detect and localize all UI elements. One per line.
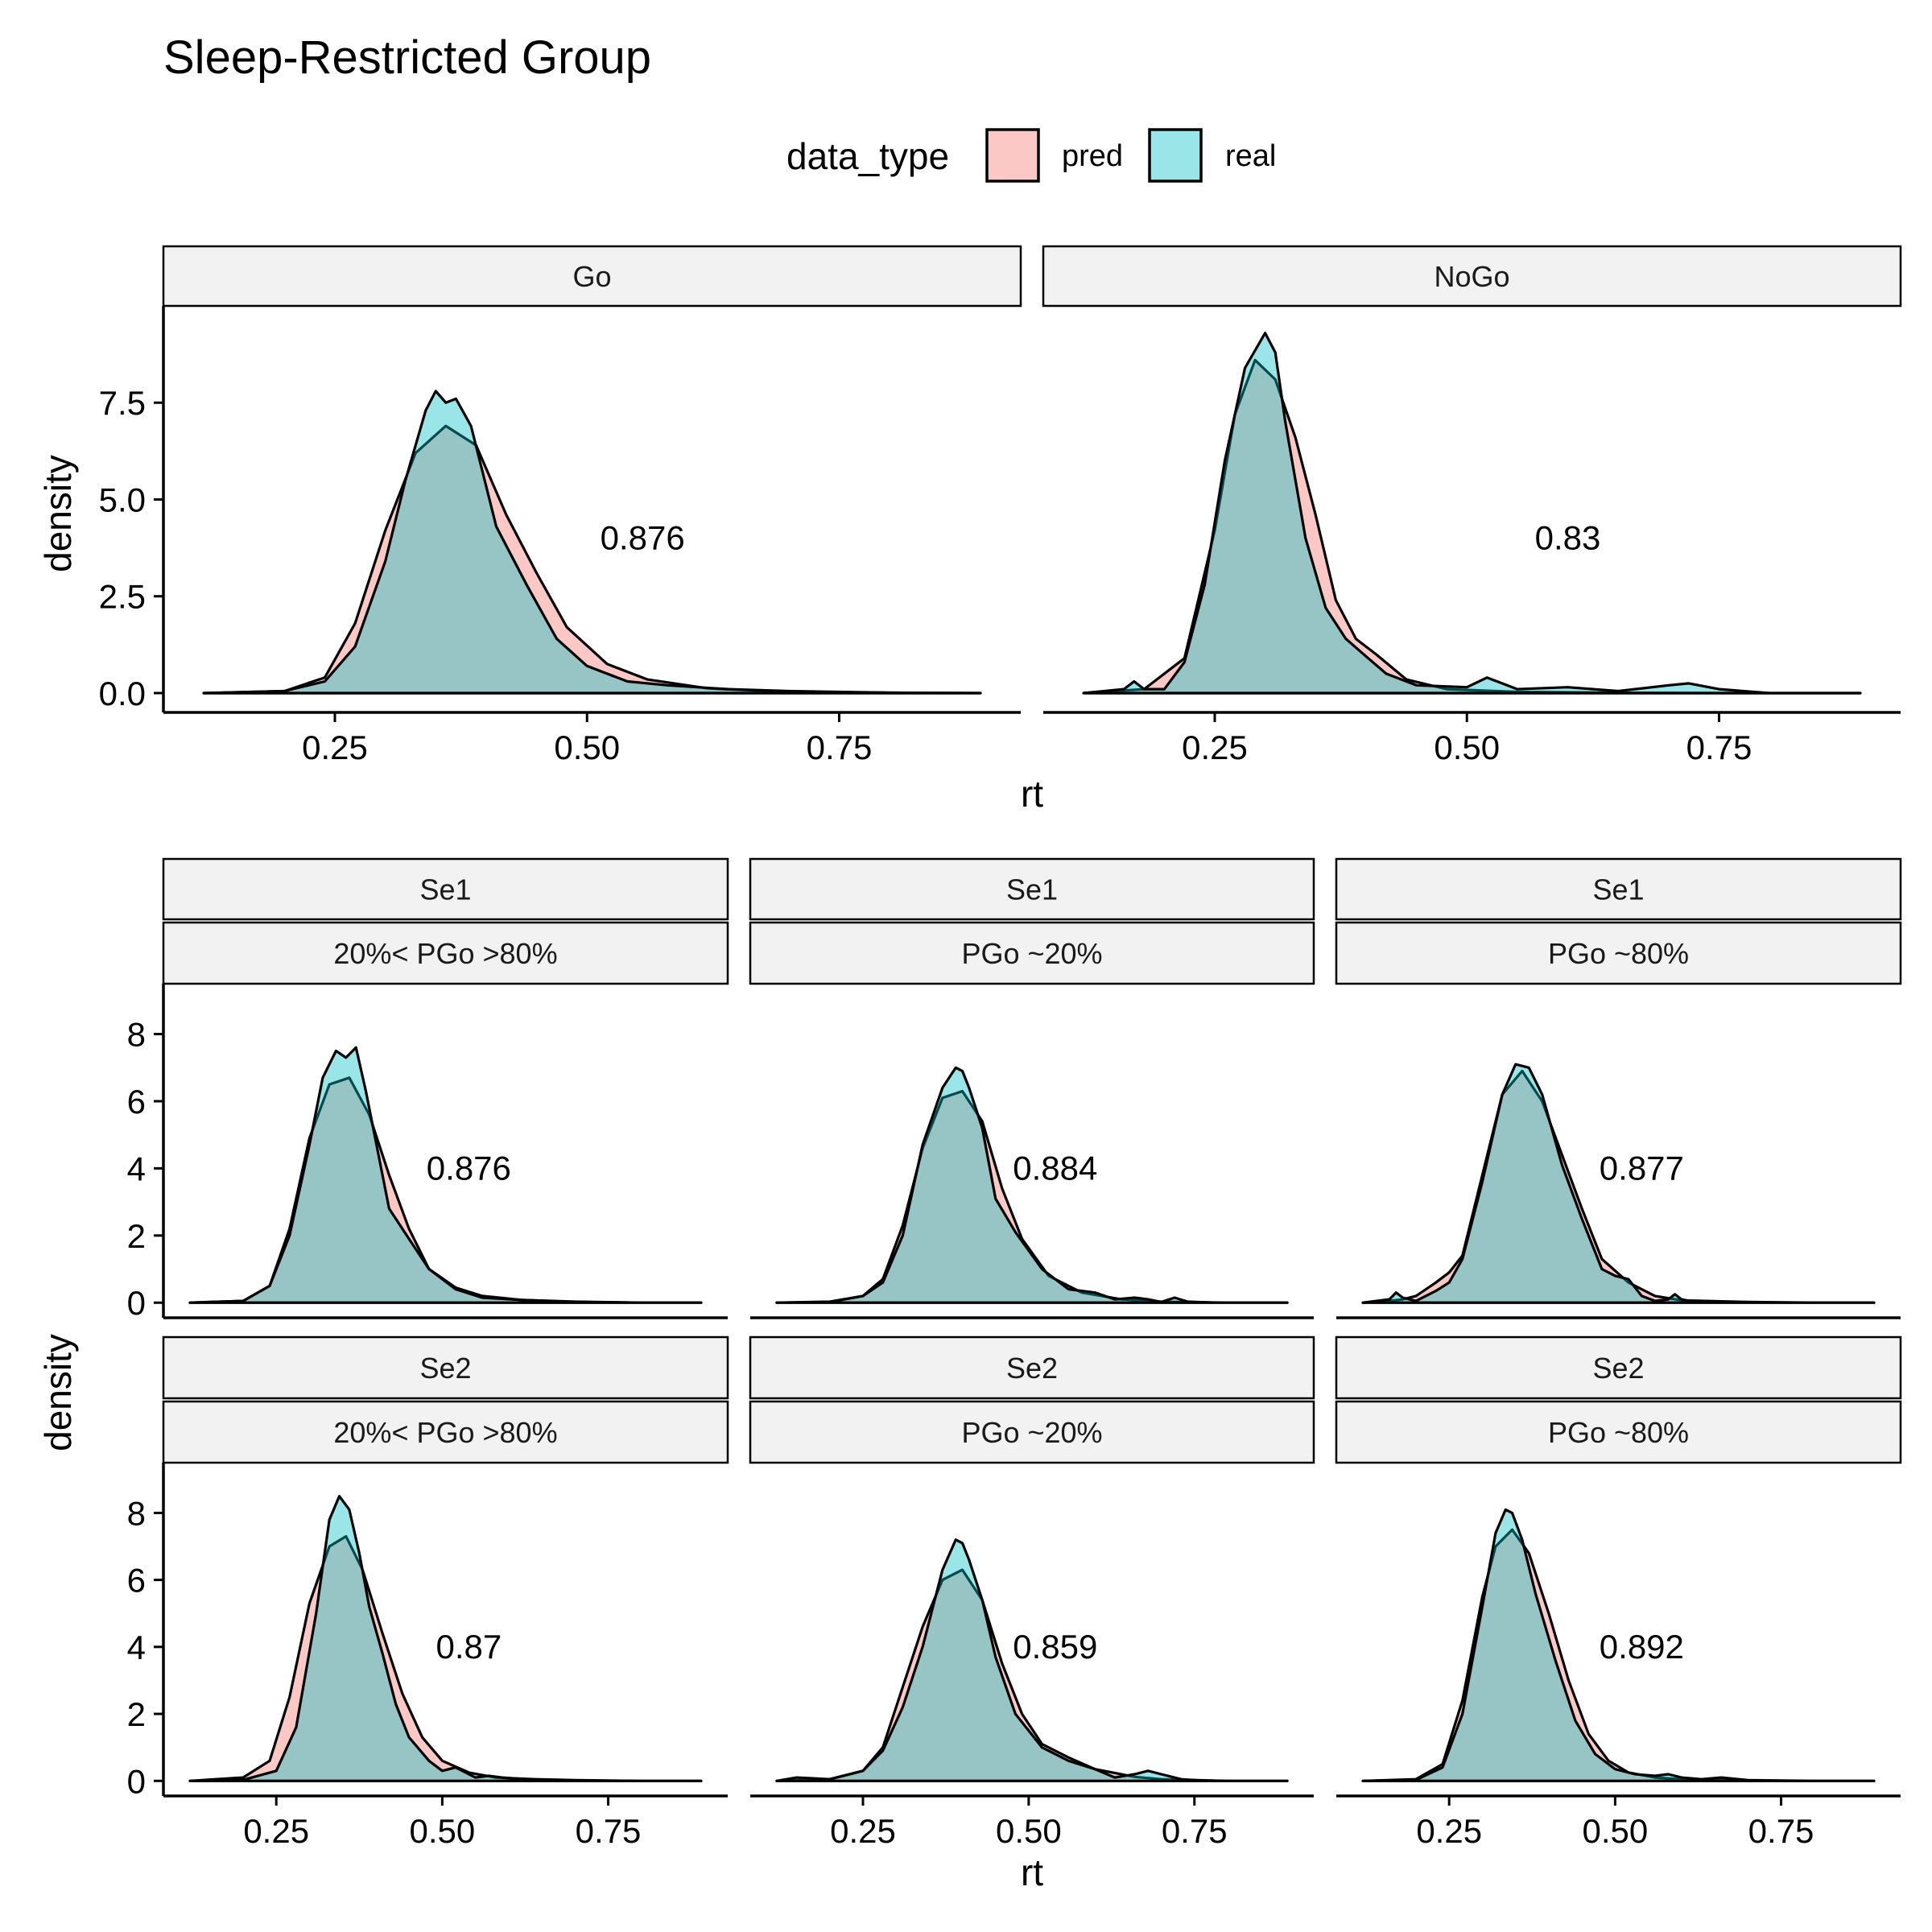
- density-area-real-se2-pgo-20: [775, 1538, 1289, 1782]
- legend: data_type pred real: [786, 128, 1276, 183]
- strip-box-se2-20-pgo-80-0: [162, 1335, 729, 1400]
- fit-annotation-se2-pgo-80: 0.892: [1600, 1628, 1684, 1666]
- fit-annotation-se2-20-pgo-80: 0.87: [436, 1628, 502, 1666]
- strip-box-se2-pgo-20-1: [749, 1400, 1315, 1464]
- strip-label-pgo-80: PGo ~80%: [1548, 1416, 1689, 1449]
- fit-annotation-se1-pgo-20: 0.884: [1013, 1149, 1097, 1187]
- strip-label-se2: Se2: [419, 1352, 471, 1385]
- strip-label-pgo-20: PGo ~20%: [961, 937, 1102, 970]
- strip-box-se2-pgo-80-1: [1335, 1400, 1902, 1464]
- strip-box-se1-pgo-20-0: [749, 857, 1315, 921]
- strip-box-se1-pgo-80-0: [1335, 857, 1902, 921]
- y-tick-label-se2-20-pgo-80-4: 8: [127, 1494, 146, 1532]
- legend-key-real: [1148, 128, 1203, 183]
- strip-box-se1-20-pgo-80-1: [162, 921, 729, 985]
- x-tick-label-se2-pgo-20-0: 0.25: [830, 1812, 896, 1850]
- x-axis-title-bottom: rt: [1021, 1852, 1043, 1893]
- x-tick-label-go-2: 0.75: [807, 729, 873, 766]
- strip-label-go: Go: [572, 260, 611, 293]
- x-tick-label-se2-pgo-80-1: 0.50: [1583, 1812, 1649, 1850]
- x-tick-label-nogo-1: 0.50: [1434, 729, 1500, 766]
- strip-box-se1-pgo-80-1: [1335, 921, 1902, 985]
- density-area-pred-se1-20-pgo-80: [188, 1076, 703, 1304]
- x-tick-label-nogo-2: 0.75: [1686, 729, 1752, 766]
- legend-title: data_type: [786, 135, 949, 177]
- legend-label-pred: pred: [1062, 139, 1123, 173]
- x-tick-label-go-1: 0.50: [554, 729, 620, 766]
- panel-se2-pgo-80: Se2 PGo ~80% 0.892 0.25 0.50 0.75: [1335, 1335, 1902, 1850]
- density-area-pred-go: [202, 424, 982, 695]
- strip-label-se2: Se2: [1006, 1352, 1058, 1385]
- figure-title: Sleep-Restricted Group: [163, 31, 651, 84]
- strip-label-pgo-80: PGo ~80%: [1548, 937, 1689, 970]
- y-tick-label-se1-20-pgo-80-1: 2: [127, 1217, 146, 1255]
- x-tick-label-se2-20-pgo-80-2: 0.75: [576, 1812, 642, 1850]
- fit-annotation-se2-pgo-20: 0.859: [1013, 1628, 1097, 1666]
- x-tick-label-se2-pgo-20-2: 0.75: [1162, 1812, 1228, 1850]
- y-tick-label-se1-20-pgo-80-3: 6: [127, 1083, 146, 1121]
- density-area-real-se1-20-pgo-80: [188, 1046, 703, 1304]
- x-tick-label-se2-pgo-80-2: 0.75: [1748, 1812, 1814, 1850]
- panel-se1-pgo-80: Se1 PGo ~80% 0.877: [1335, 857, 1902, 1319]
- strip-box-se2-20-pgo-80-1: [162, 1400, 729, 1464]
- panel-se1-20-pgo-80: Se1 20%< PGo >80% 0.876 0 2 4 6 8: [127, 857, 729, 1322]
- y-tick-label-se1-20-pgo-80-0: 0: [127, 1284, 146, 1322]
- density-area-real-se1-pgo-80: [1361, 1063, 1876, 1304]
- legend-label-real: real: [1225, 139, 1276, 173]
- y-tick-label-go-2: 5.0: [99, 481, 146, 518]
- panel-nogo: NoGo 0.83 0.25 0.50 0.75: [1042, 245, 1902, 766]
- y-axis-title-top: density: [37, 455, 79, 572]
- y-tick-label-se2-20-pgo-80-0: 0: [127, 1762, 146, 1800]
- x-tick-label-se2-pgo-20-1: 0.50: [996, 1812, 1062, 1850]
- panel-go: Go 0.876 0.0 2.5 5.0 7.5 0.25 0.50 0.75: [99, 245, 1022, 766]
- density-area-real-se2-pgo-80: [1361, 1508, 1876, 1782]
- panel-se1-pgo-20: Se1 PGo ~20% 0.884: [749, 857, 1315, 1319]
- strip-box-se1-20-pgo-80-0: [162, 857, 729, 921]
- fit-annotation-se1-20-pgo-80: 0.876: [427, 1149, 511, 1187]
- fit-annotation-go: 0.876: [601, 519, 685, 557]
- strip-label-se1: Se1: [1592, 873, 1644, 906]
- density-area-real-se1-pgo-20: [775, 1066, 1289, 1304]
- strip-box-go-0: [162, 245, 1022, 308]
- strip-label-se2: Se2: [1592, 1352, 1644, 1385]
- y-tick-label-go-3: 7.5: [99, 384, 146, 422]
- density-area-pred-se2-pgo-20: [775, 1568, 1289, 1782]
- strip-label-20-pgo-80: 20%< PGo >80%: [333, 937, 557, 970]
- y-tick-label-se2-20-pgo-80-2: 4: [127, 1629, 146, 1666]
- strip-label-se1: Se1: [419, 873, 471, 906]
- fit-annotation-se1-pgo-80: 0.877: [1600, 1149, 1684, 1187]
- strip-label-se1: Se1: [1006, 873, 1058, 906]
- y-tick-label-se1-20-pgo-80-2: 4: [127, 1150, 146, 1187]
- panel-se2-pgo-20: Se2 PGo ~20% 0.859 0.25 0.50 0.75: [749, 1335, 1315, 1850]
- x-tick-label-go-0: 0.25: [302, 729, 368, 766]
- x-tick-label-nogo-0: 0.25: [1182, 729, 1248, 766]
- y-tick-label-se1-20-pgo-80-4: 8: [127, 1016, 146, 1054]
- density-area-real-nogo: [1082, 332, 1862, 695]
- strip-label-20-pgo-80: 20%< PGo >80%: [333, 1416, 557, 1449]
- y-tick-label-go-0: 0.0: [99, 675, 146, 712]
- x-tick-label-se2-20-pgo-80-0: 0.25: [243, 1812, 309, 1850]
- y-tick-label-se2-20-pgo-80-1: 2: [127, 1695, 146, 1733]
- y-tick-label-se2-20-pgo-80-3: 6: [127, 1562, 146, 1600]
- density-area-real-se2-20-pgo-80: [188, 1495, 703, 1782]
- x-tick-label-se2-20-pgo-80-1: 0.50: [410, 1812, 476, 1850]
- strip-label-nogo: NoGo: [1434, 260, 1509, 293]
- strip-box-se2-pgo-20-0: [749, 1335, 1315, 1400]
- y-tick-label-go-1: 2.5: [99, 578, 146, 616]
- strip-label-pgo-20: PGo ~20%: [961, 1416, 1102, 1449]
- fit-annotation-nogo: 0.83: [1535, 519, 1601, 557]
- density-area-real-go: [202, 390, 982, 695]
- y-axis-title-bottom: density: [37, 1334, 79, 1451]
- legend-key-pred: [985, 128, 1040, 183]
- panel-se2-20-pgo-80: Se2 20%< PGo >80% 0.87 0 2 4 6 8 0.25 0.50 0.75: [127, 1335, 729, 1850]
- strip-box-se2-pgo-80-0: [1335, 1335, 1902, 1400]
- x-tick-label-se2-pgo-80-0: 0.25: [1416, 1812, 1482, 1850]
- x-axis-title-top: rt: [1021, 773, 1043, 815]
- strip-box-nogo-0: [1042, 245, 1902, 308]
- strip-box-se1-pgo-20-1: [749, 921, 1315, 985]
